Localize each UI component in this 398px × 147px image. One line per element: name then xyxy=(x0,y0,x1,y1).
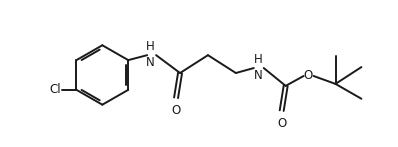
Text: Cl: Cl xyxy=(49,83,60,96)
Text: O: O xyxy=(277,117,286,130)
Text: N: N xyxy=(254,69,262,82)
Text: O: O xyxy=(172,104,181,117)
Text: H: H xyxy=(146,40,154,53)
Text: O: O xyxy=(303,70,312,82)
Text: H: H xyxy=(254,53,262,66)
Text: N: N xyxy=(146,56,154,69)
